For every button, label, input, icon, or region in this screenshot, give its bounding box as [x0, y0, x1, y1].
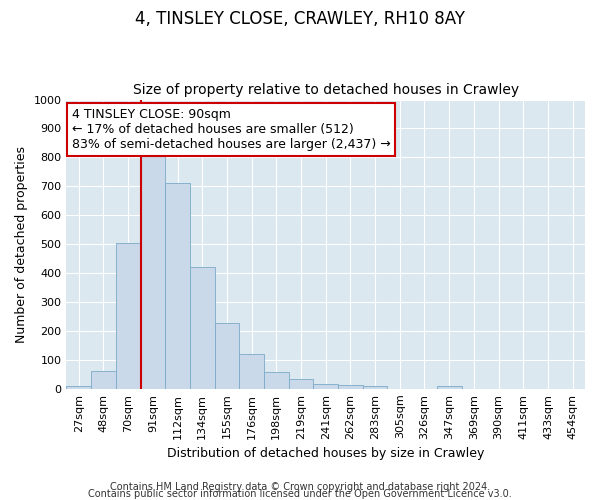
- Bar: [437, 386, 461, 389]
- Bar: [67, 386, 91, 389]
- Bar: [264, 372, 289, 389]
- Text: 4, TINSLEY CLOSE, CRAWLEY, RH10 8AY: 4, TINSLEY CLOSE, CRAWLEY, RH10 8AY: [135, 10, 465, 28]
- Bar: [363, 386, 388, 389]
- X-axis label: Distribution of detached houses by size in Crawley: Distribution of detached houses by size …: [167, 447, 484, 460]
- Bar: [313, 384, 338, 389]
- Bar: [239, 354, 264, 389]
- Title: Size of property relative to detached houses in Crawley: Size of property relative to detached ho…: [133, 83, 519, 97]
- Text: 4 TINSLEY CLOSE: 90sqm
← 17% of detached houses are smaller (512)
83% of semi-de: 4 TINSLEY CLOSE: 90sqm ← 17% of detached…: [71, 108, 391, 151]
- Y-axis label: Number of detached properties: Number of detached properties: [15, 146, 28, 342]
- Bar: [140, 153, 165, 389]
- Text: Contains HM Land Registry data © Crown copyright and database right 2024.: Contains HM Land Registry data © Crown c…: [110, 482, 490, 492]
- Bar: [190, 268, 215, 389]
- Bar: [215, 323, 239, 389]
- Bar: [338, 386, 363, 389]
- Bar: [116, 242, 140, 389]
- Bar: [289, 378, 313, 389]
- Bar: [91, 372, 116, 389]
- Bar: [165, 184, 190, 389]
- Text: Contains public sector information licensed under the Open Government Licence v3: Contains public sector information licen…: [88, 489, 512, 499]
